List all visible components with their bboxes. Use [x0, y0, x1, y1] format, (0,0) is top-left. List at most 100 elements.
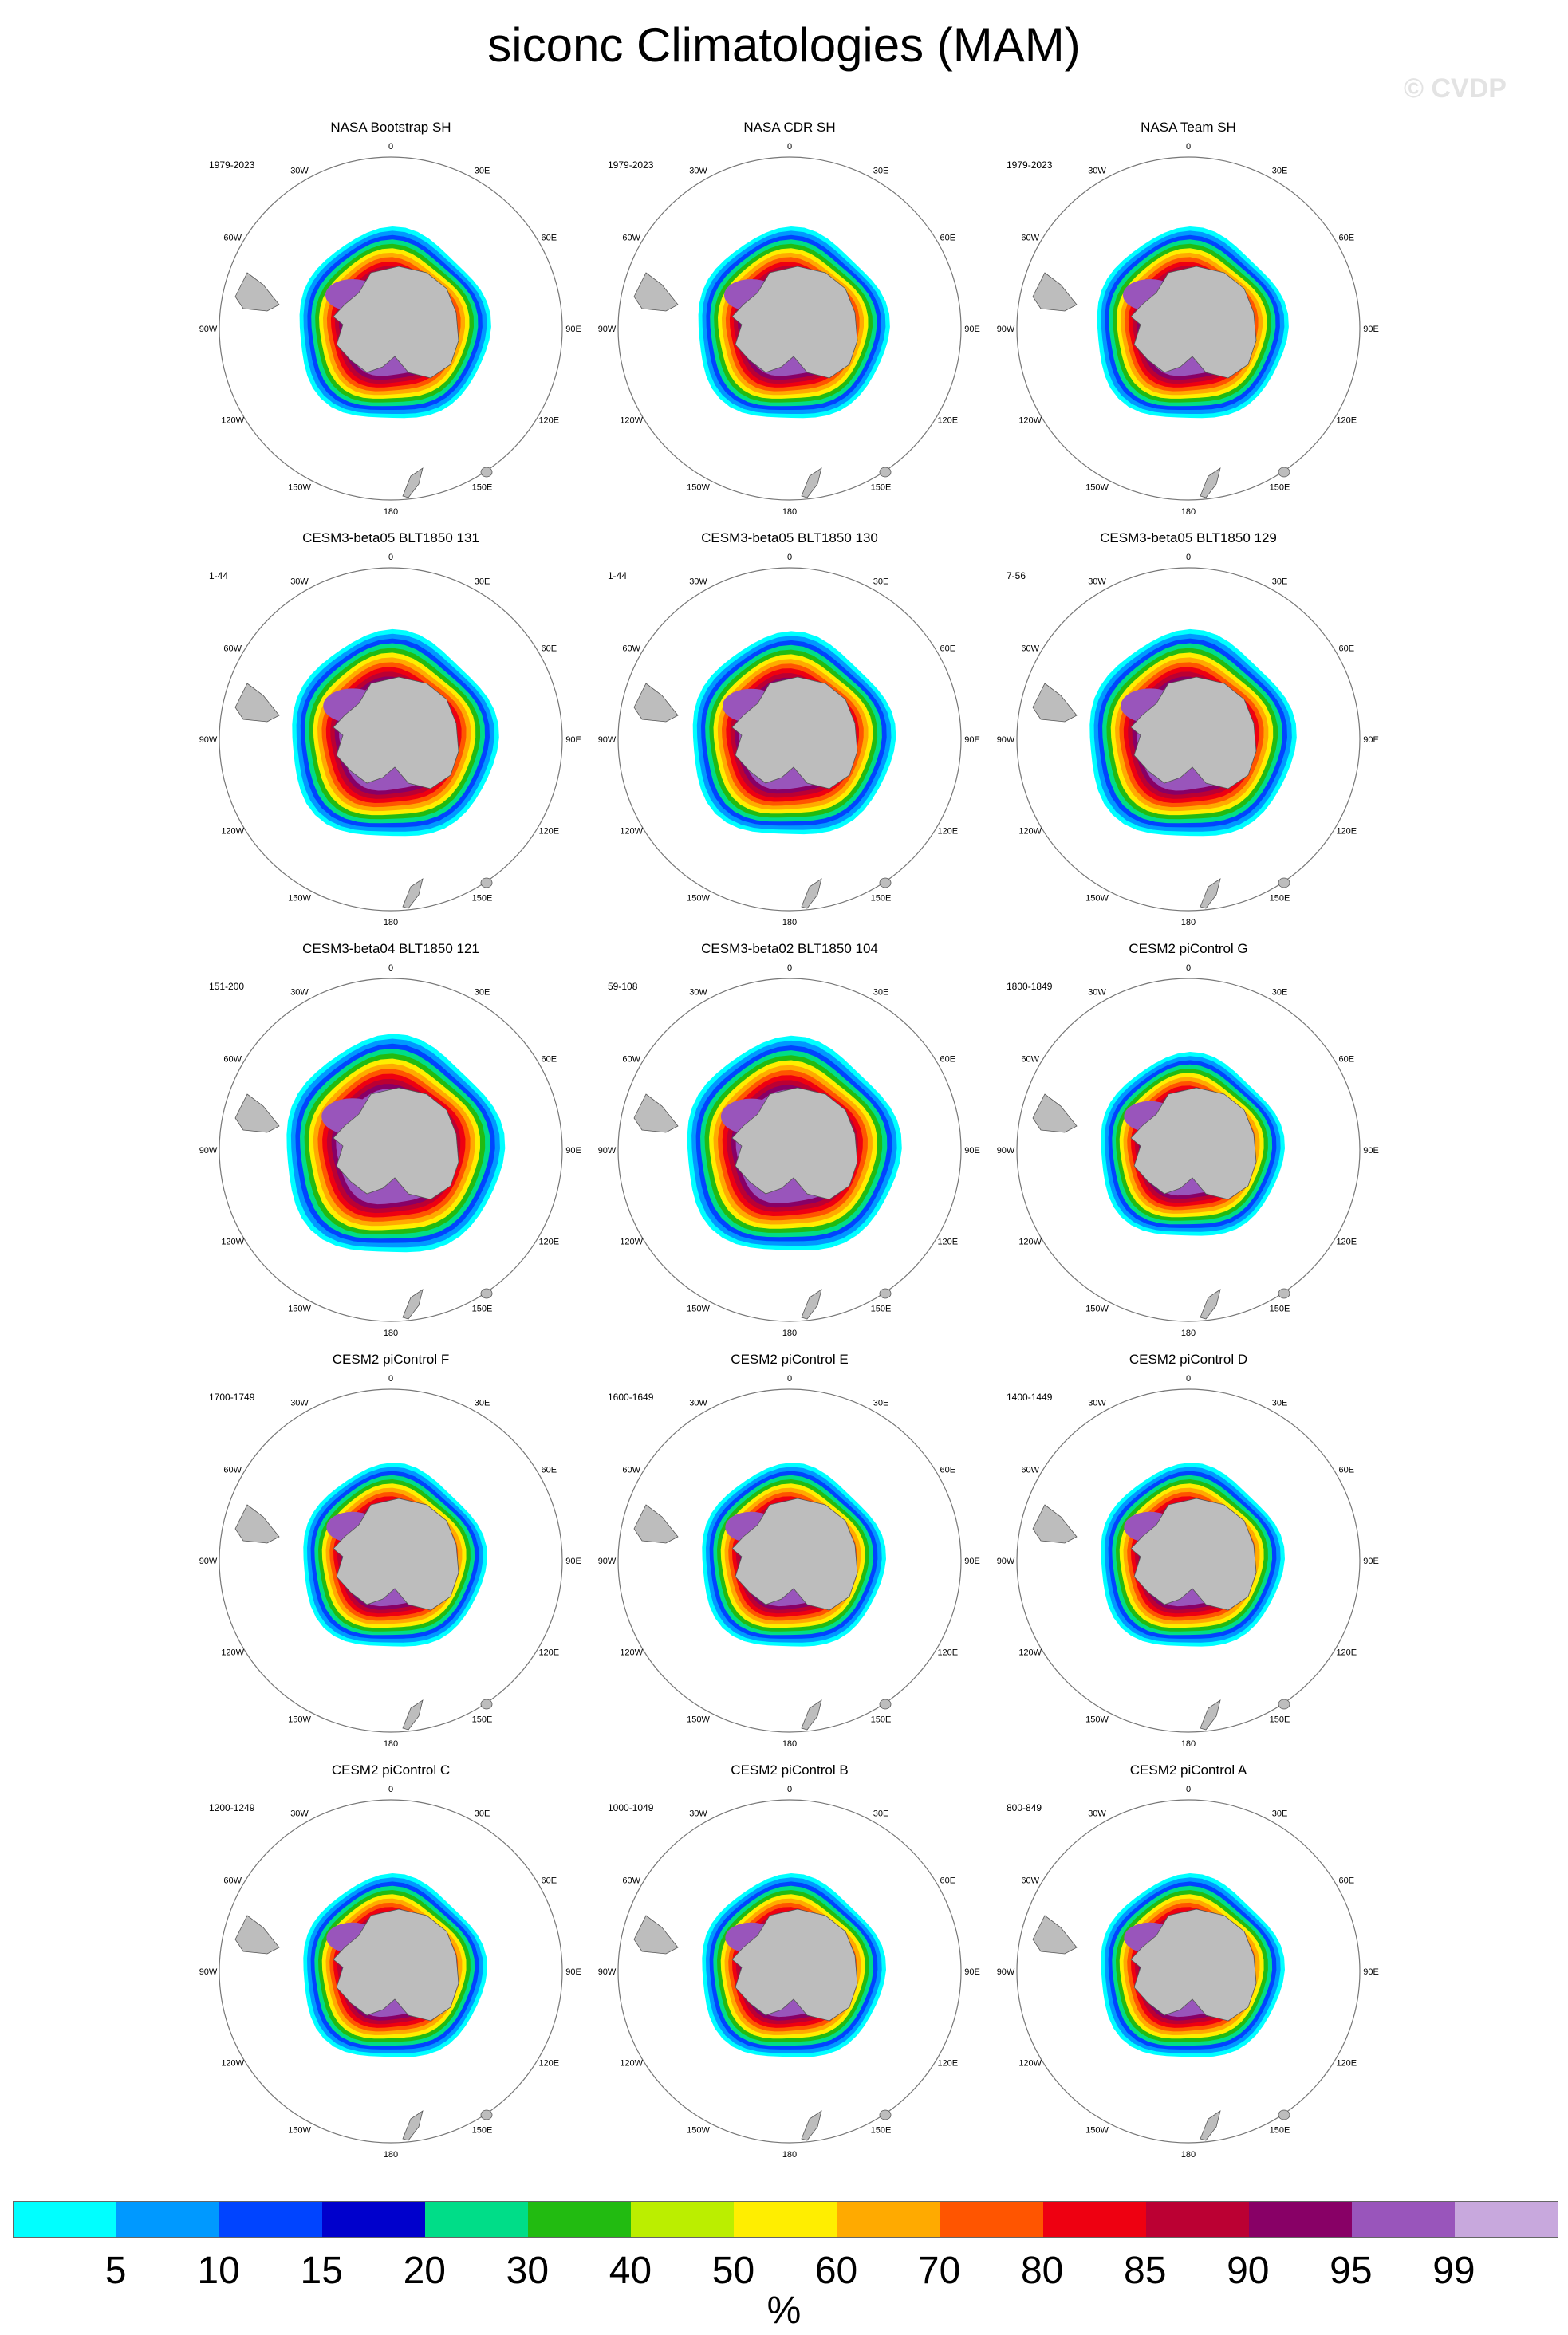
longitude-label: 30E: [873, 1399, 889, 1408]
longitude-label: 150W: [1085, 1715, 1109, 1724]
new-zealand-landmass: [1200, 1699, 1221, 1731]
panel-year-range: 1700-1749: [209, 1392, 255, 1403]
longitude-label: 90W: [199, 325, 218, 334]
longitude-label: 120E: [538, 1648, 559, 1658]
antarctica-landmass: [731, 1087, 858, 1200]
polar-map: 0 30E 60E 90E 120E 150E 180 150W 120W 90W 60W 30W: [598, 553, 980, 927]
antarctica-landmass: [731, 266, 858, 379]
longitude-label: 150W: [288, 1715, 311, 1724]
panel-title: CESM2 piControl E: [731, 1352, 849, 1367]
polar-map: 0 30E 60E 90E 120E 150E 180 150W 120W 90W 60W 30W: [199, 553, 581, 927]
tasmania-landmass: [879, 1288, 892, 1299]
longitude-label: 150E: [1270, 1715, 1290, 1724]
longitude-label: 0: [388, 142, 393, 152]
longitude-label: 120E: [937, 1648, 958, 1658]
longitude-label: 120E: [538, 1238, 559, 1247]
longitude-label: 60W: [1021, 1055, 1039, 1065]
tasmania-landmass: [480, 877, 493, 888]
longitude-label: 60E: [1339, 1055, 1355, 1065]
panel-title: CESM3-beta05 BLT1850 130: [701, 530, 878, 545]
panel-title: CESM2 piControl D: [1129, 1352, 1248, 1367]
longitude-label: 120E: [1336, 1648, 1357, 1658]
longitude-label: 90W: [199, 1557, 218, 1566]
longitude-label: 120W: [620, 2059, 643, 2069]
longitude-label: 150W: [288, 2125, 311, 2135]
new-zealand-landmass: [402, 878, 424, 909]
longitude-label: 30E: [475, 577, 490, 587]
colorbar-units: %: [766, 2290, 802, 2332]
south-america-landmass: [633, 1093, 679, 1133]
longitude-label: 30W: [689, 167, 707, 176]
longitude-label: 150E: [871, 482, 892, 492]
longitude-label: 150E: [1270, 2125, 1290, 2135]
longitude-label: 120W: [1018, 1648, 1042, 1658]
map-panel: CESM3-beta05 BLT1850 129 7-56 0 30E 60E 90E 12…: [989, 530, 1388, 937]
colorbar-tick-label: 90: [1227, 2250, 1270, 2292]
longitude-label: 60W: [223, 234, 242, 243]
longitude-label: 180: [1181, 1329, 1196, 1338]
longitude-label: 90W: [997, 1557, 1015, 1566]
tasmania-landmass: [879, 2109, 892, 2120]
map-panel: CESM3-beta05 BLT1850 131 1-44 0 30E 60E 90E 12…: [191, 530, 590, 937]
longitude-label: 150E: [871, 2125, 892, 2135]
longitude-label: 180: [384, 1739, 398, 1749]
longitude-label: 120W: [221, 416, 244, 426]
map-panel: CESM2 piControl D 1400-1449 0 30E 60E 90E 120E…: [989, 1352, 1388, 1758]
new-zealand-landmass: [801, 1289, 822, 1320]
longitude-label: 150E: [871, 893, 892, 903]
tasmania-landmass: [879, 1699, 892, 1710]
longitude-label: 180: [1181, 918, 1196, 927]
polar-map: 0 30E 60E 90E 120E 150E 180 150W 120W 90W 60W 30W: [997, 1785, 1379, 2160]
map-panel: CESM3-beta04 BLT1850 121 151-200 0 30E 60E 90…: [191, 941, 590, 1348]
longitude-label: 60E: [1339, 1876, 1355, 1886]
longitude-label: 90E: [964, 1967, 980, 1977]
longitude-label: 60W: [622, 644, 640, 654]
longitude-label: 120E: [937, 416, 958, 426]
panel-year-range: 1800-1849: [1007, 981, 1053, 992]
colorbar-swatch: [1042, 2202, 1146, 2237]
longitude-label: 0: [388, 1785, 393, 1794]
longitude-label: 90W: [997, 1967, 1015, 1977]
longitude-label: 0: [787, 1374, 792, 1384]
colorbar-tick-label: 15: [300, 2250, 343, 2292]
colorbar-swatch: [219, 2202, 323, 2237]
colorbar-tick-label: 10: [197, 2250, 240, 2292]
longitude-label: 90W: [598, 1146, 617, 1156]
colorbar-tick-label: 5: [104, 2250, 127, 2292]
colorbar-swatch: [14, 2202, 117, 2237]
figure-title: siconc Climatologies (MAM): [487, 18, 1081, 72]
longitude-label: 30W: [1088, 988, 1106, 998]
panel-year-range: 1-44: [209, 570, 229, 581]
longitude-label: 0: [1186, 1785, 1191, 1794]
longitude-label: 30W: [1088, 1809, 1106, 1819]
antarctica-landmass: [1130, 676, 1257, 789]
new-zealand-landmass: [801, 467, 822, 498]
colorbar-tick-label: 20: [403, 2250, 446, 2292]
longitude-label: 120W: [1018, 416, 1042, 426]
polar-map: 0 30E 60E 90E 120E 150E 180 150W 120W 90W 60W 30W: [598, 1785, 980, 2160]
polar-map: 0 30E 60E 90E 120E 150E 180 150W 120W 90W 60W 30W: [997, 1374, 1379, 1749]
longitude-label: 120E: [937, 1238, 958, 1247]
longitude-label: 150E: [472, 482, 493, 492]
south-america-landmass: [234, 1915, 280, 1955]
south-america-landmass: [234, 1093, 280, 1133]
antarctica-landmass: [333, 676, 459, 789]
longitude-label: 150E: [1270, 1304, 1290, 1313]
longitude-label: 60E: [1339, 644, 1355, 654]
longitude-label: 30E: [1272, 1809, 1288, 1819]
longitude-label: 0: [1186, 142, 1191, 152]
south-america-landmass: [633, 683, 679, 723]
map-panel: CESM2 piControl F 1700-1749 0 30E 60E 90E 120E…: [191, 1352, 590, 1758]
panel-year-range: 1400-1449: [1007, 1392, 1053, 1403]
colorbar-tick-label: 50: [711, 2250, 755, 2292]
longitude-label: 90W: [598, 1557, 617, 1566]
panel-year-range: 1200-1249: [209, 1802, 255, 1813]
antarctica-landmass: [333, 266, 459, 379]
longitude-label: 180: [384, 1329, 398, 1338]
tasmania-landmass: [480, 1699, 493, 1710]
longitude-label: 60E: [542, 234, 557, 243]
longitude-label: 90E: [565, 735, 581, 745]
colorbar-swatch: [1248, 2202, 1352, 2237]
longitude-label: 90W: [598, 735, 617, 745]
